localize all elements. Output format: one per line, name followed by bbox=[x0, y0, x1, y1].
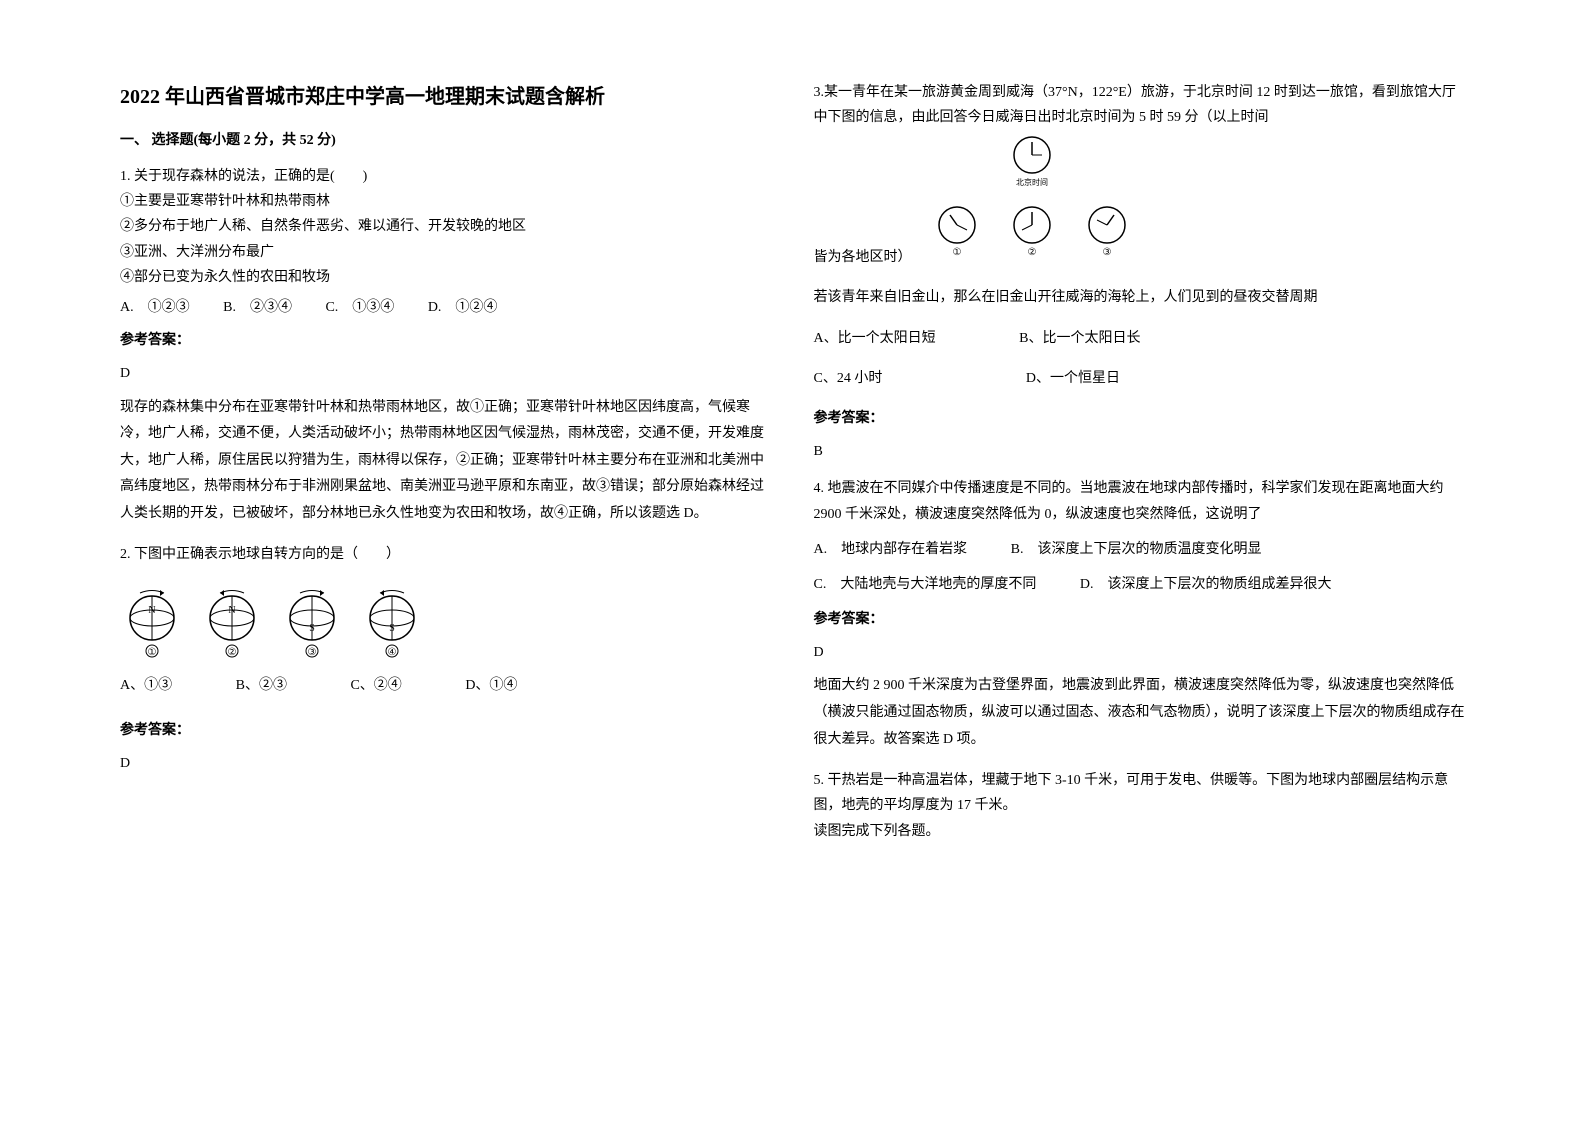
q2-optC: C、②④ bbox=[350, 673, 401, 698]
q3-optC: C、24 小时 bbox=[814, 366, 883, 391]
question-2: 2. 下图中正确表示地球自转方向的是（ ） N ① bbox=[120, 542, 774, 776]
q4-answer-label: 参考答案： bbox=[814, 607, 1468, 632]
q4-stem: 4. 地震波在不同媒介中传播速度是不同的。当地震波在地球内部传播时，科学家们发现… bbox=[814, 476, 1468, 526]
clock-top-icon: 北京时间 bbox=[1007, 130, 1057, 190]
q4-optD: D. 该深度上下层次的物质组成差异很大 bbox=[1080, 577, 1332, 592]
q3-optD: D、一个恒星日 bbox=[1026, 371, 1120, 386]
q3-stem1: 3.某一青年在某一旅游黄金周到威海（37°N，122°E）旅游，于北京时间 12… bbox=[814, 80, 1468, 130]
q2-optB: B、②③ bbox=[236, 673, 287, 698]
svg-text:②: ② bbox=[228, 647, 237, 658]
q1-answer-label: 参考答案： bbox=[120, 328, 774, 353]
q4-optA: A. 地球内部存在着岩浆 bbox=[814, 537, 968, 562]
svg-text:①: ① bbox=[148, 647, 157, 658]
question-3: 3.某一青年在某一旅游黄金周到威海（37°N，122°E）旅游，于北京时间 12… bbox=[814, 80, 1468, 464]
section-header: 一、 选择题(每小题 2 分，共 52 分) bbox=[120, 129, 774, 149]
question-4: 4. 地震波在不同媒介中传播速度是不同的。当地震波在地球内部传播时，科学家们发现… bbox=[814, 476, 1468, 753]
q5-line1: 读图完成下列各题。 bbox=[814, 819, 1468, 844]
q3-optB: B、比一个太阳日长 bbox=[1019, 331, 1140, 346]
q5-stem: 5. 干热岩是一种高温岩体，埋藏于地下 3-10 千米，可用于发电、供暖等。下图… bbox=[814, 768, 1468, 818]
svg-text:北京时间: 北京时间 bbox=[1016, 177, 1048, 187]
q3-answer-label: 参考答案： bbox=[814, 406, 1468, 431]
q3-stem2: 皆为各地区时） bbox=[814, 245, 912, 270]
q1-explanation: 现存的森林集中分布在亚寒带针叶林和热带雨林地区，故①正确；亚寒带针叶林地区因纬度… bbox=[120, 395, 774, 528]
q3-optA: A、比一个太阳日短 bbox=[814, 326, 936, 351]
globe-3-icon: S ③ bbox=[280, 583, 345, 658]
q2-answer-label: 参考答案： bbox=[120, 718, 774, 743]
right-column: 3.某一青年在某一旅游黄金周到威海（37°N，122°E）旅游，于北京时间 12… bbox=[794, 80, 1488, 1082]
globe-4-icon: S ④ bbox=[360, 583, 425, 658]
q1-line2: ②多分布于地广人稀、自然条件恶劣、难以通行、开发较晚的地区 bbox=[120, 214, 774, 239]
q2-diagram: N ① N ② bbox=[120, 583, 774, 658]
clock-2-icon: ② bbox=[1007, 200, 1057, 260]
q1-options: A. ①②③ B. ②③④ C. ①③④ D. ①②④ bbox=[120, 295, 774, 320]
q1-optB: B. ②③④ bbox=[223, 295, 292, 320]
q1-optD: D. ①②④ bbox=[428, 295, 498, 320]
q1-line1: ①主要是亚寒带针叶林和热带雨林 bbox=[120, 189, 774, 214]
q4-optC: C. 大陆地壳与大洋地壳的厚度不同 bbox=[814, 572, 1037, 597]
svg-text:①: ① bbox=[952, 247, 961, 258]
q2-options: A、①③ B、②③ C、②④ D、①④ bbox=[120, 673, 774, 698]
globe-2-icon: N ② bbox=[200, 583, 265, 658]
left-column: 2022 年山西省晋城市郑庄中学高一地理期末试题含解析 一、 选择题(每小题 2… bbox=[100, 80, 794, 1082]
exam-title: 2022 年山西省晋城市郑庄中学高一地理期末试题含解析 bbox=[120, 80, 774, 109]
globe-1-icon: N ① bbox=[120, 583, 185, 658]
q1-line4: ④部分已变为永久性的农田和牧场 bbox=[120, 265, 774, 290]
q1-stem: 1. 关于现存森林的说法，正确的是( ) bbox=[120, 164, 774, 189]
q4-optB: B. 该深度上下层次的物质温度变化明显 bbox=[1011, 542, 1262, 557]
q1-optC: C. ①③④ bbox=[325, 295, 394, 320]
q1-line3: ③亚洲、大洋洲分布最广 bbox=[120, 240, 774, 265]
q1-optA: A. ①②③ bbox=[120, 295, 190, 320]
q3-answer: B bbox=[814, 439, 1468, 464]
svg-text:S: S bbox=[309, 623, 315, 634]
q4-explanation: 地面大约 2 900 千米深度为古登堡界面，地震波到此界面，横波速度突然降低为零… bbox=[814, 673, 1468, 753]
clock-3-icon: ③ bbox=[1082, 200, 1132, 260]
svg-text:S: S bbox=[389, 623, 395, 634]
svg-text:③: ③ bbox=[1102, 247, 1111, 258]
q3-clocks: 北京时间 ① bbox=[932, 130, 1132, 270]
svg-text:②: ② bbox=[1027, 247, 1036, 258]
q2-stem: 2. 下图中正确表示地球自转方向的是（ ） bbox=[120, 542, 774, 567]
q2-optD: D、①④ bbox=[465, 673, 517, 698]
q2-optA: A、①③ bbox=[120, 673, 172, 698]
svg-text:N: N bbox=[228, 605, 235, 616]
clock-1-icon: ① bbox=[932, 200, 982, 260]
q2-answer: D bbox=[120, 751, 774, 776]
q3-line1: 若该青年来自旧金山，那么在旧金山开往威海的海轮上，人们见到的昼夜交替周期 bbox=[814, 285, 1468, 310]
svg-text:④: ④ bbox=[388, 647, 397, 658]
q4-answer: D bbox=[814, 640, 1468, 665]
svg-text:N: N bbox=[148, 605, 155, 616]
question-1: 1. 关于现存森林的说法，正确的是( ) ①主要是亚寒带针叶林和热带雨林 ②多分… bbox=[120, 164, 774, 527]
svg-text:③: ③ bbox=[308, 647, 317, 658]
q1-answer: D bbox=[120, 361, 774, 386]
question-5: 5. 干热岩是一种高温岩体，埋藏于地下 3-10 千米，可用于发电、供暖等。下图… bbox=[814, 768, 1468, 844]
